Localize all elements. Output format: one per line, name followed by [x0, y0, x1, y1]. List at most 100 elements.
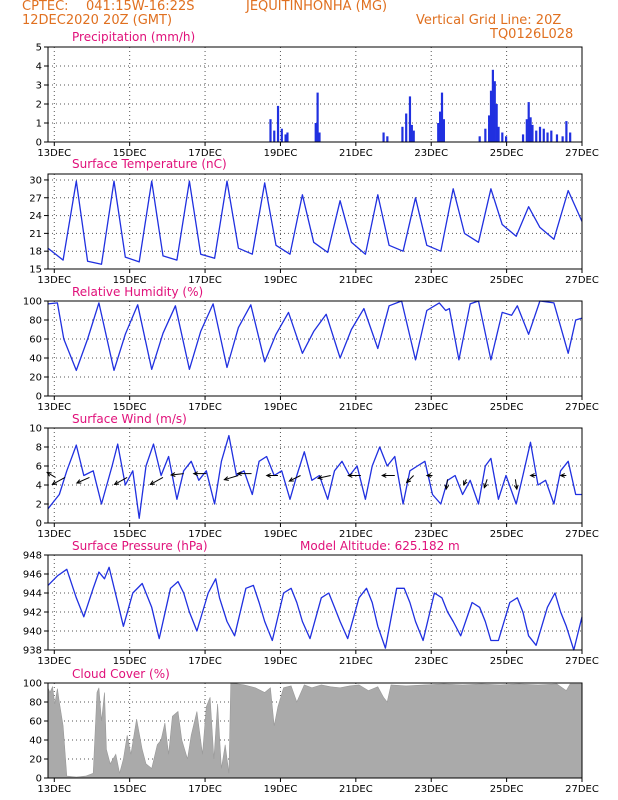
header-datetime: 12DEC2020 20Z (GMT) [22, 13, 173, 28]
panel-frame [47, 427, 583, 524]
precip-bar [440, 92, 444, 142]
panel-frame [47, 300, 583, 397]
precip-bar [386, 136, 389, 142]
y-tick-label: 80 [29, 316, 42, 327]
x-tick-label: 21DEC [339, 784, 373, 795]
header-grid-note: Vertical Grid Line: 20Z [416, 13, 562, 28]
y-tick-label: 5 [36, 43, 42, 54]
x-tick-label: 13DEC [37, 784, 71, 795]
wind-vector-shaft [289, 475, 301, 482]
wind-vector-shaft [483, 479, 488, 488]
y-tick-label: 20 [29, 373, 42, 384]
wind-vector-shaft [406, 475, 414, 483]
x-tick-label: 21DEC [339, 148, 373, 159]
wind-vector [192, 471, 207, 477]
precip-bar [410, 124, 413, 142]
precip-bar [546, 132, 549, 142]
precip-bar [504, 136, 508, 142]
wind-vector-shaft [52, 476, 66, 485]
x-tick-label: 21DEC [339, 275, 373, 286]
y-tick-label: 27 [29, 193, 42, 204]
header-code: TQ0126L028 [490, 27, 574, 42]
x-tick-label: 23DEC [414, 656, 448, 667]
precip-bar [491, 69, 494, 142]
wind-vector-shaft [224, 475, 239, 481]
wind-vector-head [381, 473, 387, 478]
wind-vector-head [405, 478, 412, 484]
wind-vector-head [513, 484, 519, 491]
wind-vector-head [51, 480, 57, 485]
wind-vector-head [149, 480, 155, 485]
wind-vector-head [113, 480, 120, 485]
panel-title: Relative Humidity (%) [72, 285, 203, 299]
wind-vector [265, 473, 278, 478]
temp-series-line [47, 180, 583, 265]
wind-vector [169, 472, 184, 477]
x-tick-label: 21DEC [339, 529, 373, 540]
panel-frame [47, 46, 583, 143]
precip-bar [489, 90, 493, 142]
precip-bar [495, 104, 498, 142]
precip-bar [442, 119, 445, 142]
precip-bar [284, 134, 287, 142]
x-tick-label: 15DEC [113, 402, 147, 413]
wind-vector-head [316, 475, 323, 480]
x-tick-label: 17DEC [188, 784, 222, 795]
wind-vector-head [559, 473, 565, 478]
wind-vector-head [444, 484, 450, 491]
y-tick-label: 3 [36, 81, 42, 92]
x-tick-label: 17DEC [188, 402, 222, 413]
x-tick-label: 19DEC [264, 148, 298, 159]
precip-bar [437, 123, 440, 142]
precip-bar [408, 96, 412, 142]
x-tick-label: 21DEC [339, 402, 373, 413]
y-tick-label: 40 [29, 736, 42, 747]
x-tick-label: 27DEC [565, 529, 599, 540]
precip-bar [538, 126, 542, 142]
precip-bar [535, 130, 538, 142]
y-tick-label: 6 [36, 462, 42, 473]
wind-vector-head [192, 471, 198, 477]
x-tick-label: 13DEC [37, 529, 71, 540]
wind-vector [223, 475, 239, 481]
x-tick-label: 19DEC [264, 529, 298, 540]
y-tick-label: 30 [29, 175, 42, 186]
wind-vector [113, 476, 128, 485]
panel-wind: 0 2 4 6 8 10 13DEC 15DEC 17DEC 19DEC 21DEC 23DEC 25D… [29, 412, 599, 540]
x-tick-label: 17DEC [188, 275, 222, 286]
wind-vector-shaft [46, 472, 56, 478]
precip-bar [550, 130, 553, 142]
wind-vector [288, 475, 301, 482]
x-tick-label: 25DEC [490, 148, 524, 159]
wind-vector-shaft [317, 475, 331, 479]
y-tick-label: 80 [29, 698, 42, 709]
x-tick-label: 27DEC [565, 784, 599, 795]
wind-vector [46, 471, 56, 478]
y-tick-label: 1 [36, 119, 42, 130]
wind-vector [381, 473, 395, 478]
panel-title: Surface Temperature (nC) [72, 157, 227, 171]
y-tick-label: 40 [29, 354, 42, 365]
x-tick-label: 15DEC [113, 148, 147, 159]
wind-vector-shaft [445, 479, 449, 490]
panel-title: Surface Wind (m/s) [72, 412, 187, 426]
wind-vector-head [169, 472, 176, 477]
y-tick-label: 0 [36, 519, 42, 530]
wind-vector [444, 479, 450, 491]
x-tick-label: 19DEC [264, 402, 298, 413]
x-tick-label: 25DEC [490, 784, 524, 795]
precip-bar [493, 81, 496, 142]
precip-bar [501, 132, 504, 142]
x-tick-label: 13DEC [37, 656, 71, 667]
y-tick-label: 10 [29, 424, 42, 435]
y-tick-label: 0 [36, 138, 42, 149]
wind-vector-head [223, 476, 229, 481]
x-tick-label: 25DEC [490, 275, 524, 286]
x-tick-label: 27DEC [565, 275, 599, 286]
precip-bar [280, 128, 283, 142]
y-tick-label: 8 [36, 443, 42, 454]
y-tick-label: 948 [23, 551, 42, 562]
wind-vector-head [463, 480, 468, 486]
wind-vector [149, 476, 164, 485]
y-tick-label: 100 [23, 297, 42, 308]
